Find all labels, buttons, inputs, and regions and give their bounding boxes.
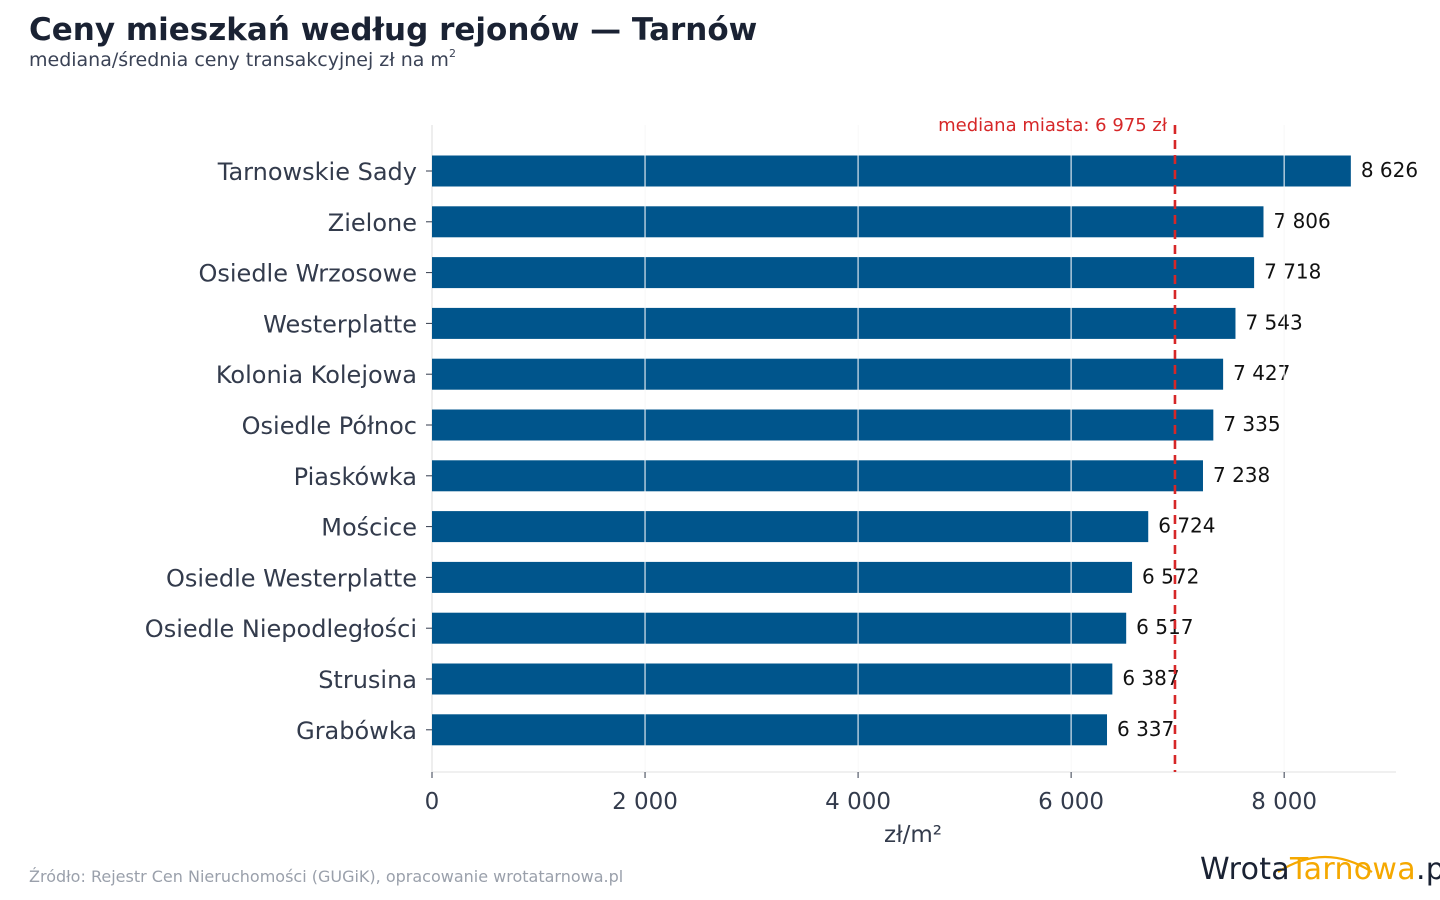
logo-part-tarnowa: Tarnowa: [1290, 852, 1416, 887]
value-label: 6 387: [1122, 666, 1179, 690]
x-axis-label: zł/m²: [884, 822, 942, 848]
site-logo: WrotaTarnowa.pl: [1200, 852, 1440, 887]
x-tick-label: 2 000: [612, 789, 678, 815]
source-note: Źródło: Rejestr Cen Nieruchomości (GUGiK…: [29, 867, 624, 886]
category-label: Strusina: [318, 666, 417, 694]
value-label: 7 335: [1223, 412, 1280, 436]
value-label: 7 427: [1233, 361, 1290, 385]
x-tick-label: 0: [425, 789, 440, 815]
category-label: Piaskówka: [294, 463, 417, 491]
logo-arc-icon: [1277, 856, 1373, 873]
bar: [432, 561, 1133, 593]
category-label: Osiedle Niepodległości: [145, 615, 417, 643]
chart-title: Ceny mieszkań według rejonów — Tarnów: [29, 12, 758, 48]
value-label: 7 718: [1264, 260, 1321, 284]
bar: [432, 612, 1127, 644]
category-label: Westerplatte: [263, 310, 417, 338]
value-label: 6 724: [1158, 514, 1215, 538]
x-tick-label: 4 000: [825, 789, 891, 815]
bar: [432, 206, 1264, 238]
category-label: Osiedle Westerplatte: [166, 564, 417, 592]
category-label: Osiedle Wrzosowe: [198, 260, 417, 288]
subtitle-text: mediana/średnia ceny transakcyjnej zł na…: [29, 49, 449, 71]
value-label: 6 572: [1142, 564, 1199, 588]
subtitle-superscript: 2: [448, 47, 456, 60]
bar: [432, 307, 1236, 339]
logo-part-pl: .pl: [1415, 852, 1440, 887]
chart-subtitle: mediana/średnia ceny transakcyjnej zł na…: [29, 47, 456, 71]
value-label: 7 238: [1213, 463, 1270, 487]
bar: [432, 663, 1113, 695]
bar: [432, 511, 1149, 543]
value-label: 7 806: [1273, 209, 1330, 233]
category-label: Kolonia Kolejowa: [216, 361, 417, 389]
median-label: mediana miasta: 6 975 zł: [938, 115, 1168, 136]
x-tick-label: 8 000: [1251, 789, 1317, 815]
bar: [432, 155, 1351, 187]
x-tick-label: 6 000: [1038, 789, 1104, 815]
category-label: Zielone: [328, 209, 417, 237]
value-label: 7 543: [1245, 310, 1302, 334]
bar: [432, 409, 1214, 441]
value-label: 6 517: [1136, 615, 1193, 639]
category-label: Osiedle Północ: [242, 412, 417, 440]
bar: [432, 714, 1108, 746]
bar: [432, 358, 1224, 390]
category-label: Mościce: [321, 514, 417, 542]
logo-part-wrota: Wrota: [1200, 852, 1290, 887]
value-label: 8 626: [1361, 158, 1418, 182]
value-label: 6 337: [1117, 717, 1174, 741]
category-label: Tarnowskie Sady: [217, 158, 417, 186]
bar: [432, 257, 1255, 289]
category-label: Grabówka: [296, 717, 417, 745]
bar: [432, 460, 1203, 492]
